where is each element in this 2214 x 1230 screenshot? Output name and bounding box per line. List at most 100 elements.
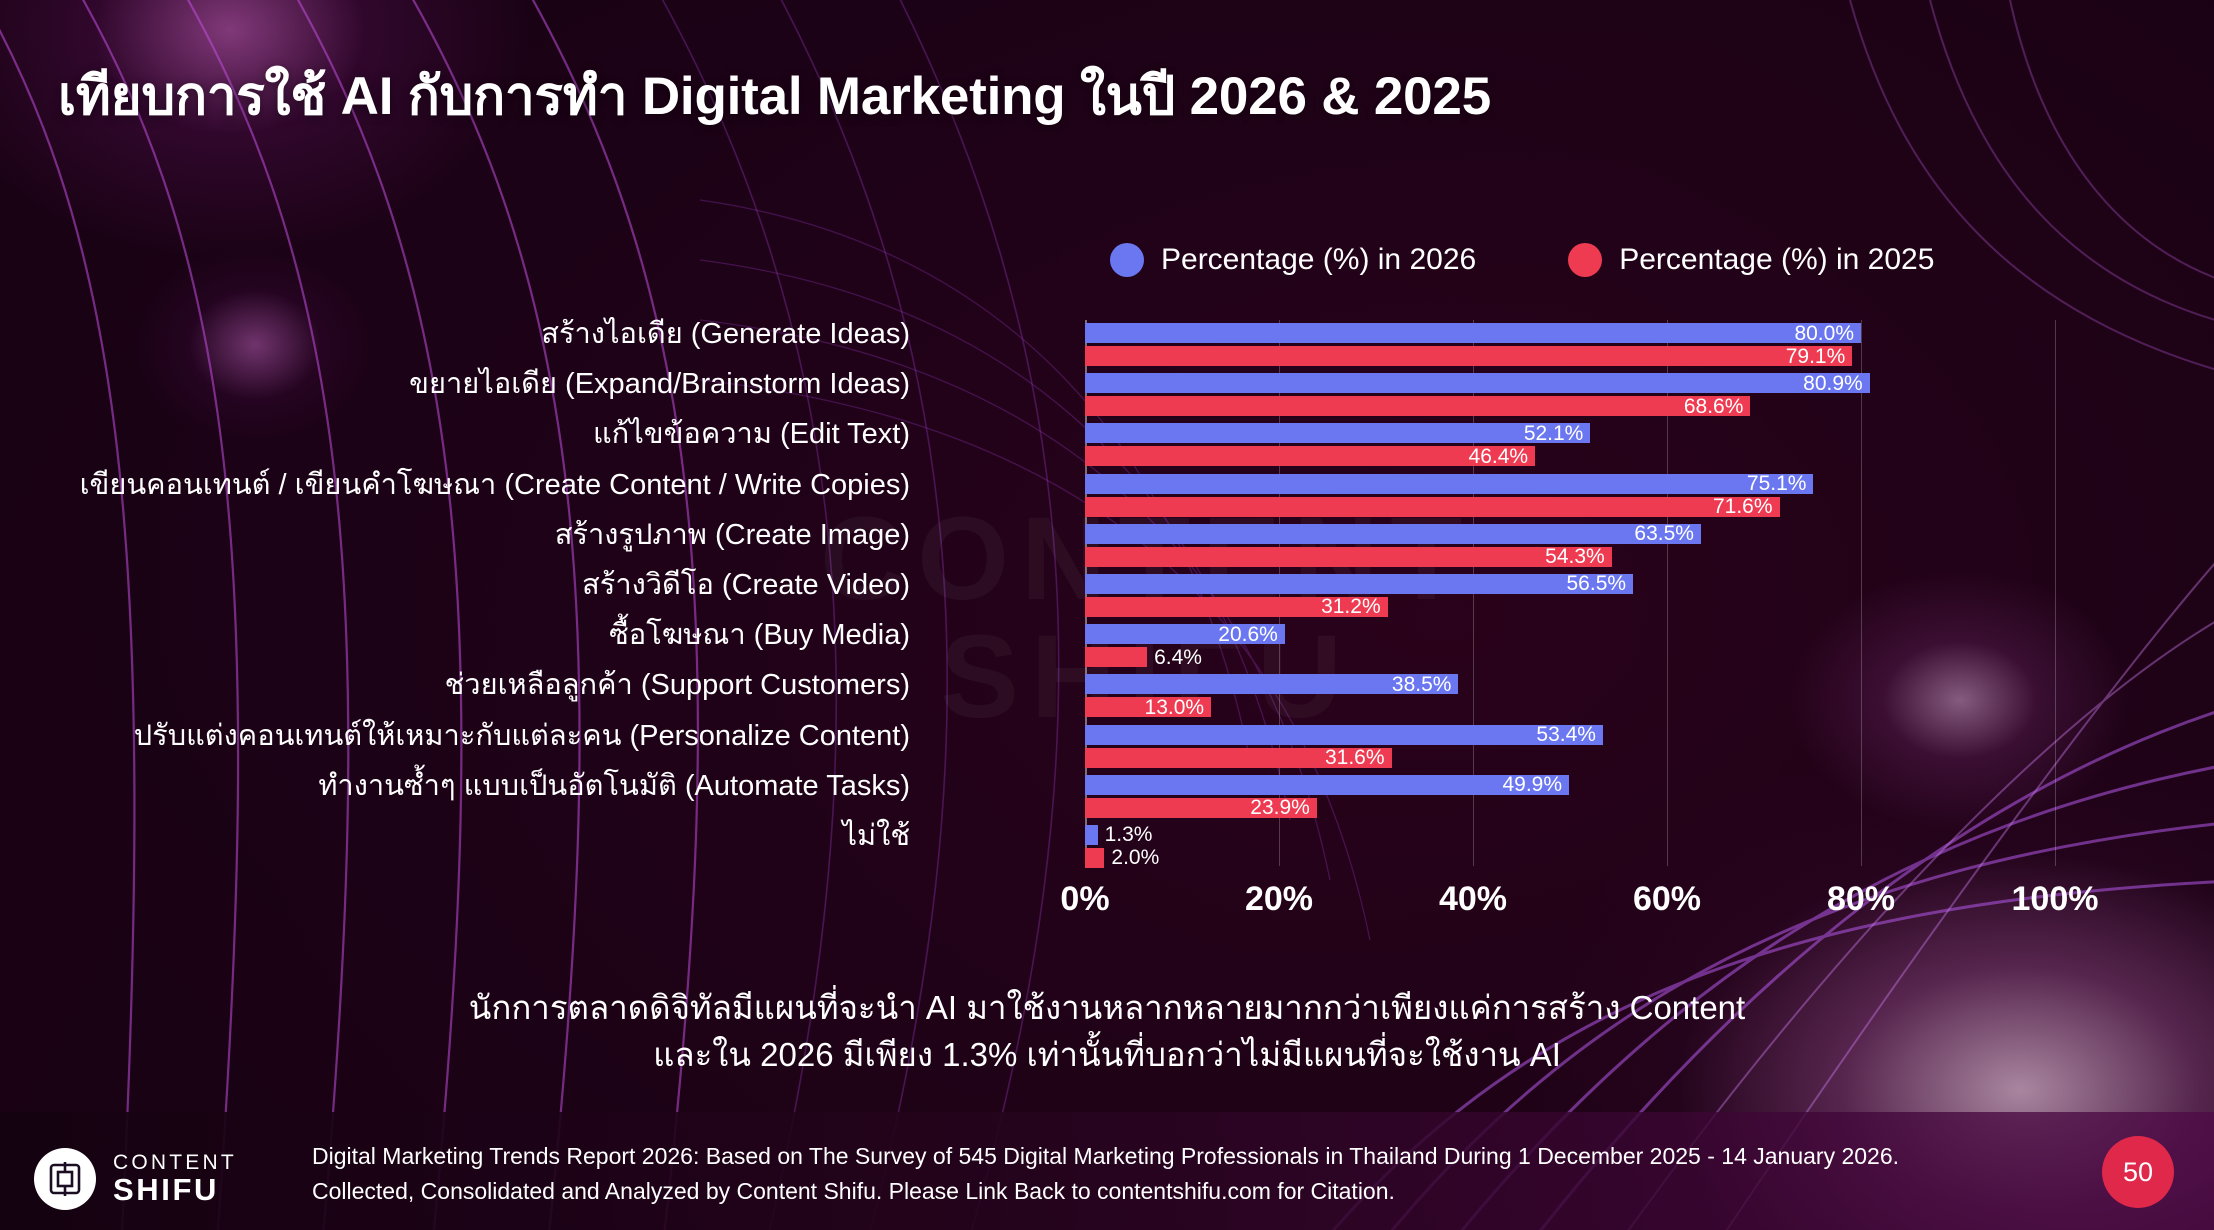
category-label: ไม่ใช้ (842, 819, 910, 852)
bar-value-label: 2.0% (1111, 846, 1160, 870)
bar-value-label: 68.6% (1683, 394, 1744, 418)
bar-value-label: 49.9% (1502, 773, 1563, 797)
bar-2026[interactable]: 56.5% (1085, 572, 1634, 596)
bar-value-label: 13.0% (1144, 695, 1205, 719)
chart-row: แก้ไขข้อความ (Edit Text) 52.1% 46.4% (593, 420, 2055, 470)
bar-value-label: 53.4% (1536, 723, 1596, 746)
bar-value-label: 38.5% (1391, 672, 1452, 696)
chart-legend: Percentage (%) in 2026 Percentage (%) in… (1110, 243, 1934, 277)
x-axis-tick-label: 40% (1438, 880, 1508, 918)
category-label: ขยายไอเดีย (Expand/Brainstorm Ideas) (409, 368, 910, 401)
bar-value-label: 75.1% (1746, 472, 1807, 496)
chart-caption: นักการตลาดดิจิทัลมีแผนที่จะนำ AI มาใช้งา… (0, 985, 2214, 1079)
chart-gridline (2055, 320, 2056, 866)
source-line-2: Collected, Consolidated and Analyzed by … (312, 1177, 1395, 1204)
bar-2025[interactable]: 54.3% (1085, 545, 1612, 569)
bar-value-label: 6.4% (1154, 645, 1202, 669)
chart-plot-area: สร้างไอเดีย (Generate Ideas) 80.0% 79.1% ขย… (80, 320, 2056, 872)
source-citation: Digital Marketing Trends Report 2026: Ba… (312, 1139, 1899, 1208)
brand-logo[interactable]: CONTENT SHIFU (34, 1148, 237, 1210)
legend-label-2026: Percentage (%) in 2026 (1161, 243, 1477, 276)
chart-row: ไม่ใช้ 1.3% 2.0% (842, 821, 2055, 872)
bar-value-label: 80.0% (1794, 321, 1854, 345)
chart-row: ปรับแต่งคอนเทนต์ให้เหมาะกับแต่ละคน (Pers… (134, 721, 2055, 772)
bar-2026[interactable]: 20.6% (1085, 622, 1285, 646)
bar-2026[interactable]: 1.3% (1085, 824, 1152, 845)
bar-2025[interactable]: 31.2% (1085, 595, 1388, 619)
bar-chart: สร้างไอเดีย (Generate Ideas) 80.0% 79.1% ขย… (0, 320, 2214, 919)
category-label: แก้ไขข้อความ (Edit Text) (592, 418, 910, 451)
logo-mark-icon (34, 1148, 96, 1210)
bar-2025[interactable]: 79.1% (1085, 344, 1853, 368)
chart-row: สร้างรูปภาพ (Create Image) 63.5% 54.3% (555, 520, 2055, 571)
category-label: ปรับแต่งคอนเทนต์ให้เหมาะกับแต่ละคน (Pers… (133, 719, 910, 752)
chart-row: ซื้อโฆษณา (Buy Media) 20.6% 6.4% (609, 621, 2055, 671)
category-label: ซื้อโฆษณา (Buy Media) (609, 619, 910, 652)
bar-2026[interactable]: 80.0% (1085, 321, 1861, 345)
source-line-1: Digital Marketing Trends Report 2026: Ba… (312, 1143, 1900, 1169)
bar-2026[interactable]: 49.9% (1085, 773, 1570, 797)
shifu-glyph-icon (49, 1162, 81, 1196)
bar-2025[interactable]: 2.0% (1085, 847, 1159, 868)
category-label: ช่วยเหลือลูกค้า (Support Customers) (444, 669, 910, 702)
bar-2025[interactable]: 68.6% (1085, 394, 1751, 418)
bar-value-label: 31.2% (1321, 595, 1381, 619)
bar-value-label: 56.5% (1566, 572, 1627, 596)
bar-2025[interactable]: 71.6% (1085, 495, 1780, 519)
x-axis-tick-label: 60% (1632, 880, 1702, 918)
bar-2026[interactable]: 38.5% (1085, 672, 1459, 696)
logo-line-1: CONTENT (113, 1151, 237, 1175)
chart-row: เขียนคอนเทนต์ / เขียนคำโฆษณา (Create Con… (80, 470, 2055, 521)
bar-2025[interactable]: 6.4% (1085, 647, 1202, 668)
legend-label-2025: Percentage (%) in 2025 (1619, 243, 1935, 276)
chart-gridline (1667, 320, 1668, 866)
chart-row: ทำงานซ้ำๆ แบบเป็นอัตโนมัติ (Automate Tas… (318, 771, 2055, 822)
x-axis-tick-label: 80% (1826, 880, 1896, 918)
page-title: เทียบการใช้ AI กับการทำ Digital Marketin… (58, 67, 1491, 126)
x-axis-tick-label: 0% (1060, 880, 1110, 918)
bar-value-label: 63.5% (1634, 522, 1694, 546)
legend-item-2025[interactable]: Percentage (%) in 2025 (1568, 243, 1934, 277)
category-label: ทำงานซ้ำๆ แบบเป็นอัตโนมัติ (Automate Tas… (318, 769, 910, 802)
caption-line-1: นักการตลาดดิจิทัลมีแผนที่จะนำ AI มาใช้งา… (468, 989, 1746, 1026)
category-label: เขียนคอนเทนต์ / เขียนคำโฆษณา (Create Con… (79, 468, 910, 501)
chart-row: ขยายไอเดีย (Expand/Brainstorm Ideas) 80.9… (409, 370, 2055, 420)
category-label: สร้างไอเดีย (Generate Ideas) (541, 318, 910, 350)
bar-2025[interactable]: 31.6% (1085, 746, 1392, 769)
bar-value-label: 46.4% (1468, 444, 1529, 468)
bar-value-label: 52.1% (1523, 421, 1584, 445)
bar-2026[interactable]: 52.1% (1085, 421, 1591, 445)
logo-text: CONTENT SHIFU (113, 1152, 237, 1205)
caption-line-2: และใน 2026 มีเพียง 1.3% เท่านั้นที่บอกว่… (653, 1035, 1561, 1073)
bar-value-label: 31.6% (1324, 746, 1385, 769)
chart-gridline (1861, 320, 1862, 866)
bar-2025[interactable]: 13.0% (1085, 695, 1212, 719)
bar-value-label: 20.6% (1218, 622, 1278, 646)
bar-value-label: 54.3% (1545, 545, 1605, 569)
bar-value-label: 80.9% (1803, 371, 1863, 395)
legend-item-2026[interactable]: Percentage (%) in 2026 (1110, 243, 1476, 277)
category-label: สร้างรูปภาพ (Create Image) (554, 518, 910, 551)
bar-2026[interactable]: 53.4% (1085, 723, 1603, 746)
bar-value-label: 71.6% (1712, 495, 1773, 519)
chart-rows: สร้างไอเดีย (Generate Ideas) 80.0% 79.1% ขย… (80, 320, 2055, 872)
chart-row: ช่วยเหลือลูกค้า (Support Customers) 38.5%… (445, 671, 2055, 721)
chart-x-axis: 0% 20% 40% 60% 80% 100% (1060, 880, 2098, 930)
bar-value-label: 1.3% (1104, 823, 1153, 847)
bar-2025[interactable]: 46.4% (1085, 444, 1536, 468)
x-axis-tick-label: 20% (1244, 880, 1314, 918)
legend-swatch-2026-icon (1110, 243, 1144, 277)
legend-swatch-2025-icon (1568, 243, 1603, 277)
bar-value-label: 79.1% (1785, 344, 1846, 368)
chart-row: สร้างวิดีโอ (Create Video) 56.5% 31.2% (582, 570, 2055, 621)
logo-line-2: SHIFU (113, 1171, 219, 1207)
bar-2026[interactable]: 75.1% (1085, 472, 1814, 496)
category-label: สร้างวิดีโอ (Create Video) (582, 568, 910, 601)
bar-2025[interactable]: 23.9% (1085, 796, 1317, 820)
chart-row: สร้างไอเดีย (Generate Ideas) 80.0% 79.1% (541, 320, 2055, 370)
bar-2026[interactable]: 80.9% (1085, 371, 1870, 395)
x-axis-tick-label: 100% (2011, 880, 2099, 918)
bar-2026[interactable]: 63.5% (1085, 522, 1701, 546)
bar-value-label: 23.9% (1250, 796, 1310, 820)
